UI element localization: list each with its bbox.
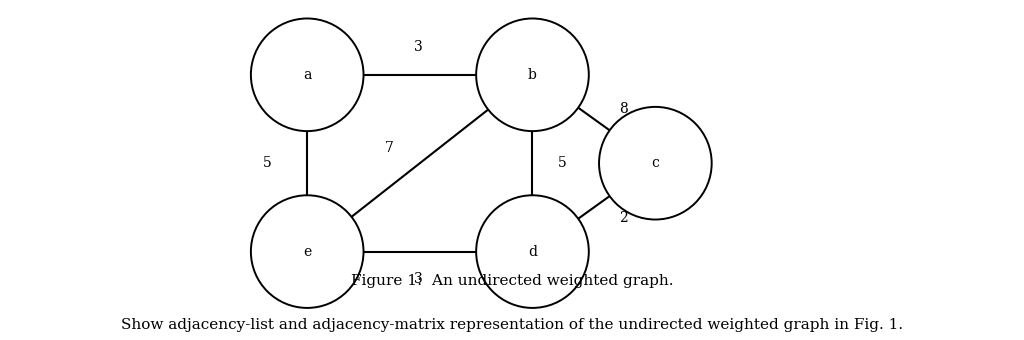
Text: d: d: [528, 244, 537, 259]
Text: Figure 1:  An undirected weighted graph.: Figure 1: An undirected weighted graph.: [351, 273, 673, 288]
Text: 3: 3: [415, 40, 423, 54]
Ellipse shape: [476, 18, 589, 131]
Text: e: e: [303, 244, 311, 259]
Ellipse shape: [251, 18, 364, 131]
Text: c: c: [651, 156, 659, 170]
Text: 2: 2: [620, 210, 629, 225]
Text: 5: 5: [558, 156, 567, 170]
Text: 3: 3: [415, 272, 423, 286]
Text: 8: 8: [620, 102, 629, 116]
Text: b: b: [528, 68, 537, 82]
Text: 7: 7: [385, 141, 394, 155]
Text: a: a: [303, 68, 311, 82]
Ellipse shape: [251, 195, 364, 308]
Ellipse shape: [599, 107, 712, 220]
Ellipse shape: [476, 195, 589, 308]
Text: Show adjacency-list and adjacency-matrix representation of the undirected weight: Show adjacency-list and adjacency-matrix…: [121, 318, 903, 332]
Text: 5: 5: [262, 156, 271, 170]
